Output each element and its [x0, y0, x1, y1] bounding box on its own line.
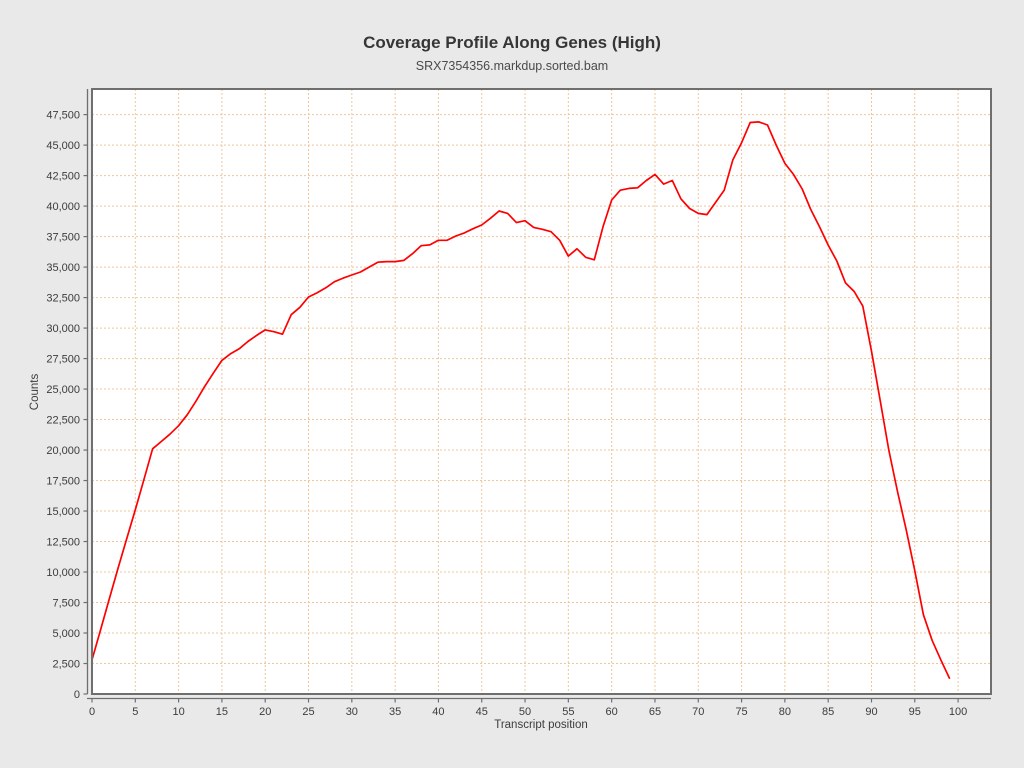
svg-text:85: 85: [822, 706, 834, 718]
svg-text:40,000: 40,000: [46, 201, 80, 213]
svg-text:65: 65: [649, 706, 661, 718]
svg-text:20: 20: [259, 706, 271, 718]
svg-text:10: 10: [172, 706, 184, 718]
svg-text:10,000: 10,000: [46, 567, 80, 579]
svg-text:80: 80: [779, 706, 791, 718]
plot-background: [92, 89, 991, 694]
svg-text:55: 55: [562, 706, 574, 718]
svg-text:22,500: 22,500: [46, 415, 80, 427]
svg-text:25: 25: [302, 706, 314, 718]
svg-text:90: 90: [865, 706, 877, 718]
svg-text:0: 0: [89, 706, 95, 718]
svg-text:20,000: 20,000: [46, 445, 80, 457]
gridlines: [92, 89, 991, 694]
svg-text:75: 75: [735, 706, 747, 718]
svg-text:7,500: 7,500: [52, 598, 80, 610]
chart-title: Coverage Profile Along Genes (High): [363, 33, 661, 52]
svg-text:30,000: 30,000: [46, 323, 80, 335]
svg-text:35,000: 35,000: [46, 262, 80, 274]
x-tick-labels: 0 5 10 15 20 25 30 35 40 45 50 55 60 65 70 75 80 85 90 95 10…: [89, 706, 967, 718]
svg-text:70: 70: [692, 706, 704, 718]
svg-text:2,500: 2,500: [52, 659, 80, 671]
coverage-line: [91, 121, 951, 679]
svg-text:47,500: 47,500: [46, 110, 80, 122]
svg-text:95: 95: [909, 706, 921, 718]
svg-text:17,500: 17,500: [46, 476, 80, 488]
svg-text:15,000: 15,000: [46, 506, 80, 518]
svg-text:45: 45: [476, 706, 488, 718]
svg-text:5: 5: [132, 706, 138, 718]
svg-text:35: 35: [389, 706, 401, 718]
svg-text:50: 50: [519, 706, 531, 718]
svg-text:25,000: 25,000: [46, 384, 80, 396]
svg-text:100: 100: [949, 706, 967, 718]
svg-text:45,000: 45,000: [46, 140, 80, 152]
svg-text:40: 40: [432, 706, 444, 718]
y-tick-labels: 0 2,500 5,000 7,500 10,000 12,500 15,000 17,500…: [46, 110, 80, 701]
svg-text:12,500: 12,500: [46, 537, 80, 549]
svg-text:15: 15: [216, 706, 228, 718]
svg-text:37,500: 37,500: [46, 232, 80, 244]
svg-text:42,500: 42,500: [46, 171, 80, 183]
chart-subtitle: SRX7354356.markdup.sorted.bam: [416, 59, 608, 73]
svg-text:60: 60: [606, 706, 618, 718]
svg-text:32,500: 32,500: [46, 293, 80, 305]
y-axis-label: Counts: [29, 374, 41, 411]
x-axis-label: Transcript position: [494, 719, 588, 731]
plot-frame: [86, 88, 992, 700]
svg-text:5,000: 5,000: [52, 628, 80, 640]
axis-ticks: [83, 114, 959, 703]
svg-text:30: 30: [346, 706, 358, 718]
svg-text:0: 0: [74, 689, 80, 701]
svg-text:27,500: 27,500: [46, 354, 80, 366]
